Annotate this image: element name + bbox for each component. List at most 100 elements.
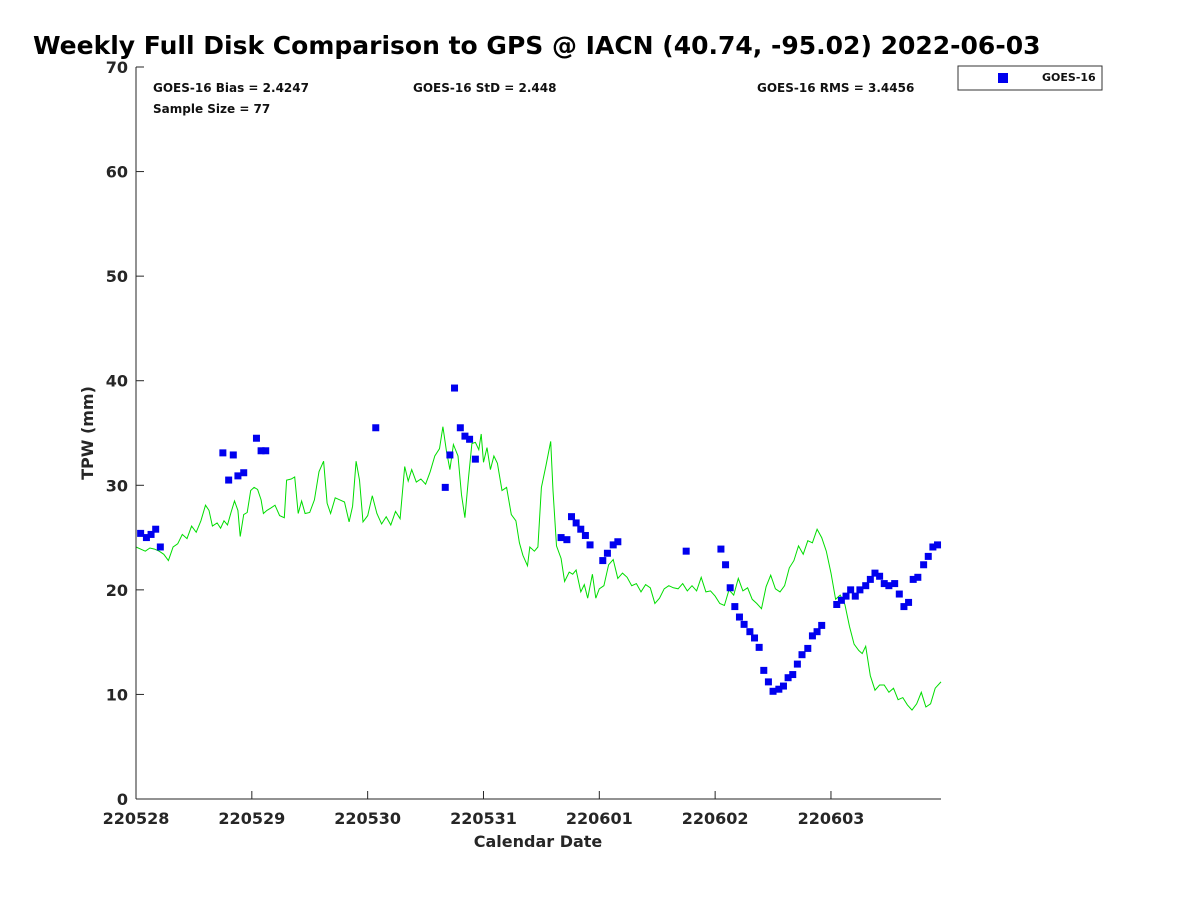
legend-label-goes16: GOES-16 [1042,71,1096,84]
data-point-goes16 [769,687,777,695]
data-point-goes16 [152,525,160,533]
data-point-goes16 [920,561,928,569]
data-point-goes16 [225,476,233,484]
y-tick-label: 10 [106,685,128,704]
data-point-goes16 [229,451,237,459]
data-point-goes16 [252,434,260,442]
data-point-goes16 [717,545,725,553]
data-point-goes16 [929,543,937,551]
data-point-goes16 [240,469,248,477]
data-point-goes16 [609,541,617,549]
data-point-goes16 [866,575,874,583]
data-point-goes16 [885,582,893,590]
chart-title: Weekly Full Disk Comparison to GPS @ IAC… [33,31,1041,60]
data-point-goes16 [880,580,888,588]
data-point-goes16 [568,513,576,521]
data-point-goes16 [441,483,449,491]
data-point-goes16 [557,534,565,542]
data-point-goes16 [735,613,743,621]
data-point-goes16 [572,519,580,527]
legend: GOES-16 [957,65,1103,91]
x-tick-label: 220528 [103,809,170,828]
data-point-goes16 [219,449,227,457]
y-tick-label: 40 [106,372,128,391]
x-tick-label: 220603 [798,809,865,828]
data-point-goes16 [156,543,164,551]
y-tick-label: 50 [106,267,128,286]
data-point-goes16 [586,541,594,549]
data-point-goes16 [614,538,622,546]
data-point-goes16 [808,632,816,640]
data-point-goes16 [722,561,730,569]
data-point-goes16 [456,424,464,432]
x-tick-label: 220530 [334,809,401,828]
data-point-goes16 [726,584,734,592]
y-tick-label: 30 [106,476,128,495]
data-point-goes16 [262,447,270,455]
data-point-goes16 [603,549,611,557]
y-tick-label: 20 [106,581,128,600]
ticks-layer: 0 10 20 30 40 50 60 70 220528 220529 220530 220531 2… [103,58,865,828]
x-tick-label: 220602 [682,809,749,828]
y-axis-label: TPW (mm) [78,386,97,480]
data-point-goes16 [847,586,855,594]
y-tick-label: 0 [117,790,128,809]
data-point-goes16 [451,384,459,392]
data-point-goes16 [813,628,821,636]
data-point-goes16 [471,455,479,463]
data-point-goes16 [833,600,841,608]
data-point-goes16 [147,530,155,538]
data-point-goes16 [764,678,772,686]
data-point-goes16 [909,575,917,583]
data-point-goes16 [798,651,806,659]
data-point-goes16 [751,634,759,642]
x-tick-label: 220531 [450,809,517,828]
legend-marker-goes16 [998,73,1008,83]
data-point-goes16 [934,541,942,549]
data-point-goes16 [804,644,812,652]
data-point-goes16 [234,472,242,480]
data-point-goes16 [837,596,845,604]
data-point-goes16 [871,569,879,577]
data-point-goes16 [842,592,850,600]
data-point-goes16 [818,621,826,629]
data-point-goes16 [851,592,859,600]
data-point-goes16 [862,582,870,590]
data-point-goes16 [461,432,469,440]
data-point-goes16 [682,547,690,555]
data-point-goes16 [905,598,913,606]
data-point-goes16 [577,525,585,533]
y-tick-label: 60 [106,163,128,182]
data-point-goes16 [793,660,801,668]
data-point-goes16 [137,529,145,537]
data-point-goes16 [924,552,932,560]
legend-box [957,65,1103,91]
data-point-goes16 [142,534,150,542]
data-point-goes16 [876,572,884,580]
data-point-goes16 [563,536,571,544]
stat-bias: GOES-16 Bias = 2.4247 [153,81,309,95]
data-point-goes16 [891,580,899,588]
data-point-goes16 [746,628,754,636]
data-point-goes16 [755,643,763,651]
data-point-goes16 [775,685,783,693]
data-point-goes16 [581,531,589,539]
series-layer [135,384,942,711]
x-tick-label: 220601 [566,809,633,828]
stat-std: GOES-16 StD = 2.448 [413,81,556,95]
plot-area [136,67,941,799]
data-point-goes16 [446,451,454,459]
stat-sample-size: Sample Size = 77 [153,102,270,116]
data-point-goes16 [372,424,380,432]
data-point-goes16 [779,682,787,690]
data-point-goes16 [856,586,864,594]
series-line-gps [135,426,942,711]
data-point-goes16 [257,447,265,455]
data-point-goes16 [599,557,607,565]
data-point-goes16 [900,603,908,611]
data-point-goes16 [466,435,474,443]
data-point-goes16 [760,666,768,674]
data-point-goes16 [895,590,903,598]
y-tick-label: 70 [106,58,128,77]
data-point-goes16 [740,620,748,628]
